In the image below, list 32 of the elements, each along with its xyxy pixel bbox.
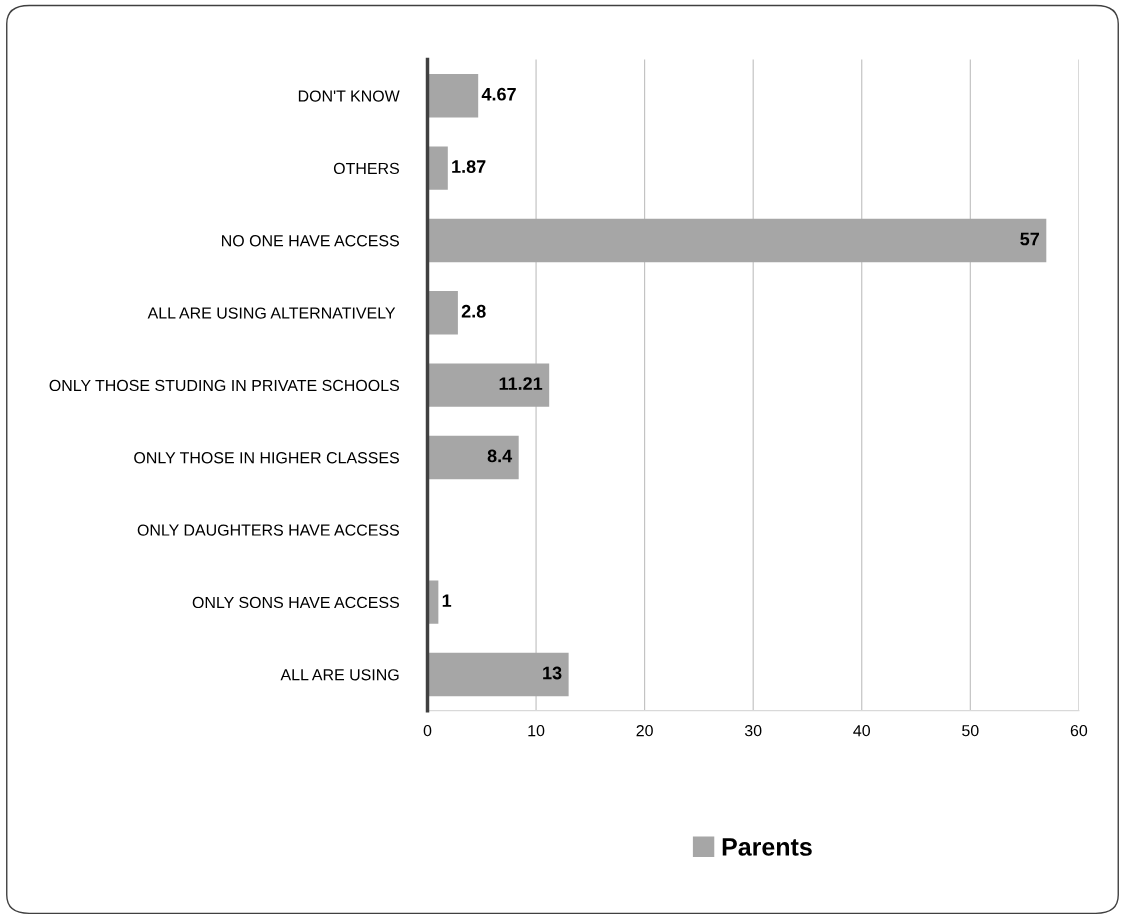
bar (427, 291, 458, 335)
x-tick-label: 20 (636, 724, 653, 737)
data-label: 4.67 (481, 87, 516, 101)
y-tick-label: DON'T KNOW (298, 90, 400, 102)
data-label: 8.4 (487, 449, 513, 463)
bar (427, 363, 550, 407)
data-label: 13 (543, 666, 562, 680)
x-tick-label: 10 (528, 724, 545, 737)
x-tick-label: 0 (423, 724, 432, 737)
bar (427, 652, 569, 697)
data-label: 1.87 (452, 160, 486, 173)
x-tick-label: 30 (744, 724, 762, 737)
x-tick-label: 40 (853, 724, 871, 737)
y-tick-label: ONLY SONS HAVE ACCESS (192, 596, 399, 609)
y-tick-label: ONLY THOSE STUDING IN PRIVATE SCHOOLS (49, 379, 399, 392)
y-tick-label: NO ONE HAVE ACCESS (222, 235, 399, 247)
data-label: 11.21 (499, 377, 543, 390)
bar (427, 74, 479, 118)
data-label: 57 (1020, 232, 1039, 246)
data-label: 2.8 (461, 304, 486, 318)
bar (427, 146, 448, 190)
x-tick-label: 60 (1070, 724, 1088, 737)
legend-label: Parents (722, 838, 812, 856)
y-tick-label: OTHERS (333, 162, 399, 175)
x-tick-label: 50 (962, 724, 979, 737)
y-tick-label: ALL ARE USING (280, 669, 399, 681)
y-tick-label: ONLY DAUGHTERS HAVE ACCESS (137, 524, 399, 536)
y-tick-label: ONLY THOSE IN HIGHER CLASSES (134, 452, 399, 464)
y-tick-label: ALL ARE USING ALTERNATIVELY (147, 307, 396, 319)
data-label: 1 (442, 594, 452, 607)
bar (427, 435, 519, 480)
bar (427, 218, 1047, 263)
